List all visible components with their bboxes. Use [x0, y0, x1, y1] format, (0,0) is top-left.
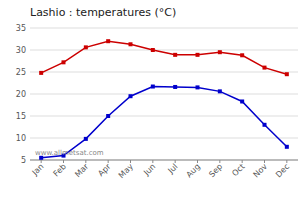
marker — [129, 94, 133, 98]
marker — [263, 123, 267, 127]
marker — [196, 53, 200, 57]
marker — [39, 71, 43, 75]
marker — [196, 85, 200, 89]
x-tick-label: Sep — [207, 162, 224, 179]
y-tick-label: 10 — [16, 134, 26, 143]
grid-line — [30, 94, 298, 95]
x-tick-label: Jul — [166, 162, 180, 176]
grid-line — [30, 28, 298, 29]
x-tick — [197, 160, 198, 163]
y-tick-label: 20 — [16, 90, 26, 99]
marker — [84, 45, 88, 49]
y-tick-label: 25 — [16, 68, 26, 77]
marker — [285, 145, 289, 149]
x-tick — [264, 160, 265, 163]
y-tick-label: 15 — [16, 112, 26, 121]
x-axis — [30, 160, 298, 161]
x-tick — [219, 160, 220, 163]
x-tick — [108, 160, 109, 163]
grid-line — [30, 50, 298, 51]
grid-line — [30, 116, 298, 117]
marker — [240, 53, 244, 57]
marker — [240, 99, 244, 103]
marker — [129, 42, 133, 46]
x-tick — [152, 160, 153, 163]
marker — [62, 60, 66, 64]
marker — [173, 53, 177, 57]
marker — [151, 48, 155, 52]
marker — [151, 85, 155, 89]
x-tick — [85, 160, 86, 163]
marker — [218, 89, 222, 93]
y-tick-label: 30 — [16, 46, 26, 55]
x-tick-label: Jan — [30, 162, 46, 178]
marker — [218, 50, 222, 54]
marker — [106, 39, 110, 43]
x-tick — [242, 160, 243, 163]
y-tick-label: 5 — [21, 156, 26, 165]
x-tick — [41, 160, 42, 163]
x-tick — [130, 160, 131, 163]
x-tick-label: Apr — [96, 162, 113, 179]
plot-area — [39, 39, 289, 160]
marker — [173, 85, 177, 89]
x-tick-label: Aug — [185, 162, 202, 179]
title: Lashio : temperatures (°C) — [30, 6, 176, 19]
x-tick-label: Feb — [52, 162, 68, 178]
grid-line — [30, 160, 298, 161]
marker — [106, 114, 110, 118]
line — [41, 41, 287, 74]
x-tick-label: Mar — [73, 162, 91, 180]
x-tick — [63, 160, 64, 163]
grid-line — [30, 138, 298, 139]
x-tick — [175, 160, 176, 163]
marker — [285, 72, 289, 76]
marker — [84, 137, 88, 141]
x-tick-label: Nov — [252, 162, 270, 180]
chart: Lashio : temperatures (°C) 5 10 15 20 25 30 35 J… — [0, 0, 305, 200]
x-tick-label: Dec — [274, 162, 291, 179]
x-tick-label: Jun — [141, 162, 157, 178]
annotation: www.allmetsat.com — [35, 149, 104, 157]
marker — [263, 66, 267, 70]
grid-line — [30, 72, 298, 73]
y-tick-label: 35 — [16, 24, 26, 33]
x-tick-label: Oct — [230, 162, 246, 178]
x-tick — [286, 160, 287, 163]
line — [41, 87, 287, 158]
x-tick-label: May — [117, 162, 135, 180]
